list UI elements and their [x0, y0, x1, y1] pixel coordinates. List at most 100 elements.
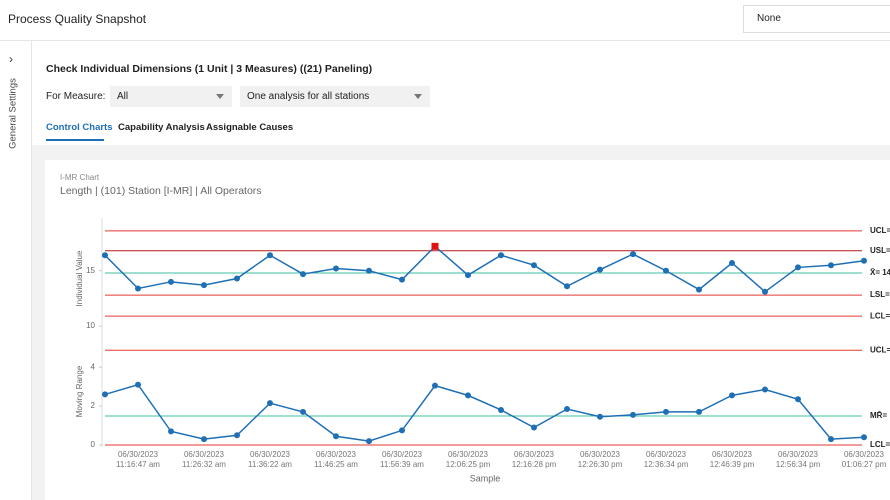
point: [267, 400, 273, 407]
point: [861, 257, 867, 264]
point: [498, 406, 504, 413]
y-tick-label: 10: [86, 321, 95, 330]
station-select[interactable]: One analysis for all stations: [240, 86, 430, 107]
point: [267, 252, 273, 259]
series-line: [104, 383, 865, 442]
y-tick-label: 4: [91, 362, 96, 371]
point: [729, 259, 735, 266]
point: [135, 381, 141, 388]
station-value: One analysis for all stations: [247, 91, 370, 102]
header: [0, 0, 890, 41]
point: [432, 382, 438, 389]
chart-card: [45, 160, 890, 500]
point: [333, 265, 339, 272]
point: [102, 252, 108, 259]
point: [399, 276, 405, 283]
point: [861, 434, 867, 441]
point: [234, 432, 240, 439]
y-axis-title: Moving Range: [75, 365, 84, 417]
point: [663, 267, 669, 274]
measure-label: For Measure:: [46, 91, 106, 102]
caret: [414, 94, 422, 99]
point: [762, 288, 768, 295]
x-tick-label: 06/30/2023 12:06:25 pm: [445, 450, 491, 469]
point: [399, 427, 405, 434]
point: [201, 436, 207, 443]
x-tick-label: 06/30/2023 01:06:27 pm: [841, 450, 887, 469]
tab-underline: [46, 139, 104, 141]
y-tick-label: 0: [91, 440, 96, 449]
limit-label: USL=: [870, 246, 890, 255]
point: [201, 282, 207, 289]
x-tick-label: 06/30/2023 12:36:34 pm: [643, 450, 689, 469]
expand-button[interactable]: ›: [9, 52, 13, 66]
x-tick-label: 06/30/2023 12:26:30 pm: [577, 450, 623, 469]
chart-kicker: I-MR Chart: [60, 173, 100, 182]
x-tick-label: 06/30/2023 12:46:39 pm: [709, 450, 755, 469]
app-title: Process Quality Snapshot: [8, 12, 147, 26]
limit-label: X̄= 14: [870, 268, 890, 277]
point: [531, 424, 537, 431]
point: [630, 251, 636, 258]
limit-label: LCL=: [870, 440, 890, 449]
point: [366, 267, 372, 274]
point: [168, 428, 174, 435]
sidebar: [0, 41, 32, 500]
y-tick-label: 15: [86, 266, 95, 275]
point: [597, 413, 603, 420]
x-tick-label: 06/30/2023 11:56:39 am: [380, 450, 424, 469]
chart-subtitle: Length | (101) Station [I-MR] | All Oper…: [60, 185, 262, 197]
tab[interactable]: Assignable Causes: [206, 122, 294, 133]
point: [366, 438, 372, 445]
limit-label: LSL=: [870, 290, 890, 299]
tab[interactable]: Capability Analysis: [118, 122, 205, 133]
point: [696, 286, 702, 293]
x-tick-label: 06/30/2023 11:46:25 am: [314, 450, 358, 469]
analysis-title: Check Individual Dimensions (1 Unit | 3 …: [46, 63, 373, 75]
point: [795, 264, 801, 271]
x-tick-label: 06/30/2023 12:56:34 pm: [775, 450, 821, 469]
point: [234, 275, 240, 282]
point: [795, 396, 801, 403]
point: [564, 283, 570, 290]
caret: [216, 94, 224, 99]
out-of-spec-point: [431, 242, 439, 250]
point: [465, 392, 471, 399]
point: [663, 408, 669, 415]
point: [531, 262, 537, 269]
point: [333, 433, 339, 440]
point: [696, 408, 702, 415]
tab[interactable]: Control Charts: [46, 122, 113, 133]
point: [300, 408, 306, 415]
measure-value: All: [117, 91, 129, 102]
measure-select[interactable]: All: [110, 86, 232, 107]
dropdown[interactable]: None: [743, 5, 890, 33]
point: [300, 271, 306, 278]
y-tick-label: 2: [91, 401, 96, 410]
point: [465, 272, 471, 279]
x-tick-label: 06/30/2023 12:16:28 pm: [511, 450, 557, 469]
point: [630, 411, 636, 418]
limit-label: UCL=: [870, 345, 890, 354]
x-tick-label: 06/30/2023 11:36:22 am: [248, 450, 292, 469]
x-axis-title: Sample: [470, 473, 501, 483]
point: [597, 266, 603, 273]
point: [498, 252, 504, 259]
point: [762, 386, 768, 393]
limit-label: LCL=: [870, 311, 890, 320]
x-tick-label: 06/30/2023 11:26:32 am: [182, 450, 226, 469]
point: [102, 391, 108, 398]
point: [828, 436, 834, 443]
point: [168, 278, 174, 285]
x-tick-label: 06/30/2023 11:16:47 am: [116, 450, 160, 469]
series-line: [104, 245, 865, 293]
point: [564, 406, 570, 413]
limit-label: UCL=: [870, 226, 890, 235]
point: [135, 285, 141, 292]
point: [729, 392, 735, 399]
y-axis-title: Individual Value: [75, 250, 84, 306]
limit-label: MR̄=: [870, 411, 887, 420]
point: [828, 262, 834, 269]
